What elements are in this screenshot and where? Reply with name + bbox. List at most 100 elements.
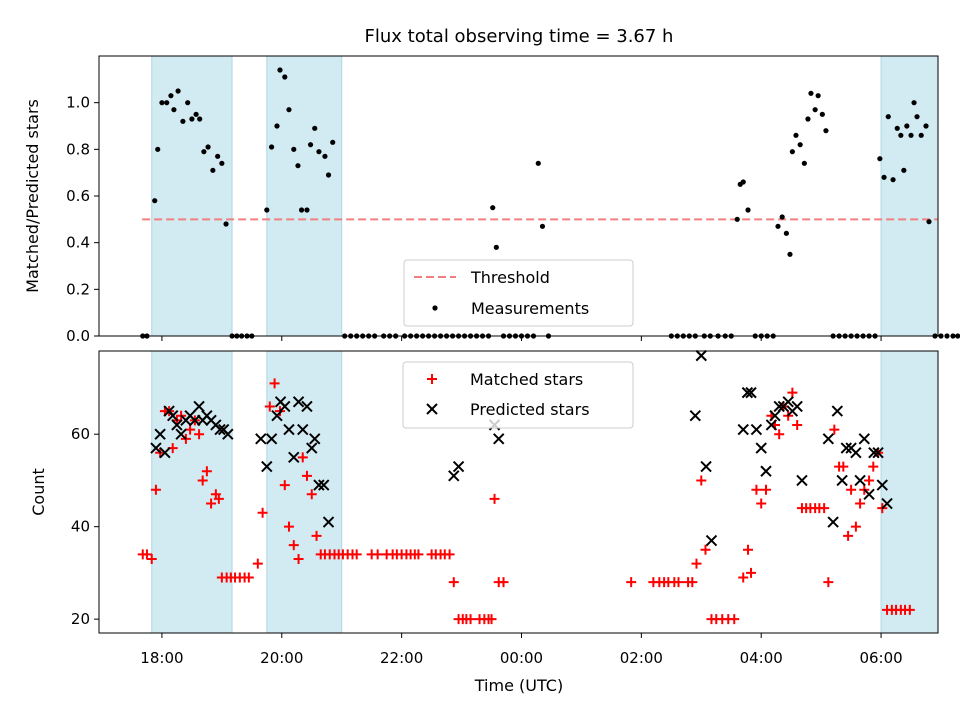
predicted-star-point — [741, 386, 754, 399]
measurement-point — [805, 116, 811, 122]
predicted-star-point — [448, 470, 460, 482]
observing-band — [151, 55, 233, 337]
legend-predicted-swatch — [426, 403, 438, 415]
measurement-point — [793, 132, 799, 138]
top-y-axis-label: Matched/Predicted stars — [23, 99, 42, 293]
y-tick-label: 0.2 — [66, 280, 90, 298]
matched-star-point — [372, 549, 383, 560]
predicted-star-point — [318, 479, 330, 491]
measurement-point — [307, 142, 314, 148]
predicted-star-point — [773, 400, 785, 413]
matched-star-point — [243, 572, 254, 583]
measurement-point — [286, 107, 292, 113]
matched-star-point — [465, 614, 476, 625]
matched-star-point — [489, 493, 500, 504]
matched-star-point — [823, 577, 834, 588]
matched-star-point — [201, 466, 212, 477]
bottom-x-ticks: 18:00 20:00 22:00 00:00 02:00 04:00 06:00 — [140, 633, 903, 667]
matched-star-point — [864, 475, 875, 486]
matched-star-point — [850, 521, 861, 532]
matched-star-point — [819, 503, 830, 514]
measurement-point — [189, 116, 195, 122]
predicted-star-point — [868, 446, 880, 459]
legend-measurement-swatch — [432, 305, 438, 311]
bottom-panel: 20 40 60 18:00 20:00 22:00 00:00 02:00 04:00 06:… — [29, 349, 939, 695]
top-panel: 0.0 0.2 0.4 0.6 0.8 1.0 Matched/Predicted sta… — [23, 55, 960, 345]
measurement-point — [815, 93, 821, 99]
observing-band — [151, 350, 233, 634]
measurement-point — [911, 100, 917, 106]
measurement-point — [197, 116, 203, 122]
measurement-point — [168, 93, 174, 99]
predicted-star-point — [876, 479, 888, 491]
matched-star-point — [792, 419, 803, 430]
predicted-star-point — [171, 419, 183, 431]
chart-title: Flux total observing time = 3.67 h — [365, 26, 674, 47]
predicted-star-point — [737, 423, 749, 436]
matched-star-point — [146, 554, 157, 565]
matched-star-point — [185, 424, 196, 435]
predicted-star-point — [745, 386, 757, 399]
predicted-star-point — [292, 396, 305, 408]
measurement-point — [493, 244, 499, 250]
predicted-star-point — [872, 446, 884, 459]
measurement-point — [268, 144, 275, 150]
measurement-point — [282, 74, 288, 80]
matched-star-point — [746, 567, 757, 578]
predicted-star-point — [822, 433, 835, 445]
matched-star-point — [283, 521, 294, 532]
measurement-point — [797, 142, 803, 148]
measurement-point — [894, 125, 900, 131]
x-axis-label: Time (UTC) — [474, 676, 563, 695]
y-tick-label: 0.6 — [66, 187, 90, 205]
predicted-star-point — [301, 400, 313, 413]
x-tick-label: 20:00 — [260, 649, 303, 667]
predicted-star-point — [827, 516, 839, 528]
predicted-star-point — [309, 433, 321, 445]
measurement-point — [274, 123, 280, 129]
measurement-point — [219, 160, 225, 166]
predicted-star-point — [265, 433, 278, 445]
measurement-point — [775, 223, 781, 229]
measurement-point — [908, 132, 914, 138]
x-tick-label: 22:00 — [380, 649, 423, 667]
measurement-point — [801, 160, 807, 166]
matched-star-point — [150, 484, 161, 495]
bottom-y-ticks: 20 40 60 — [71, 425, 99, 628]
measurement-point — [205, 144, 211, 150]
measurement-point — [535, 160, 541, 166]
measurement-point — [885, 114, 891, 120]
y-tick-label: 0.0 — [66, 327, 90, 345]
matched-star-point — [257, 507, 268, 518]
x-tick-label: 00:00 — [500, 649, 543, 667]
measurement-point — [819, 111, 825, 117]
matched-star-point — [288, 540, 299, 551]
matched-star-point — [787, 387, 798, 398]
measurement-point — [901, 167, 907, 173]
measurement-point — [955, 333, 960, 339]
matched-star-point — [855, 498, 866, 509]
predicted-star-point — [279, 400, 291, 413]
matched-star-point — [498, 577, 509, 588]
observing-band — [266, 350, 343, 634]
predicted-star-point — [288, 451, 300, 464]
predicted-star-point — [297, 423, 309, 436]
predicted-star-point — [150, 442, 162, 454]
observing-band — [266, 55, 343, 337]
matched-star-point — [673, 577, 684, 588]
measurement-point — [164, 100, 170, 106]
measurement-point — [180, 118, 186, 124]
observing-band — [880, 350, 939, 634]
matched-star-point — [279, 480, 290, 491]
measurement-point — [152, 198, 158, 204]
matched-star-point — [306, 489, 317, 500]
predicted-star-point — [193, 400, 205, 413]
predicted-star-point — [705, 534, 718, 547]
measurement-point — [155, 146, 161, 152]
measurement-point — [175, 88, 181, 94]
measurement-point — [201, 149, 207, 155]
predicted-star-point — [791, 400, 803, 413]
measurement-point — [808, 90, 814, 96]
top-y-ticks: 0.0 0.2 0.4 0.6 0.8 1.0 — [66, 94, 99, 345]
bottom-count-points — [137, 349, 915, 625]
